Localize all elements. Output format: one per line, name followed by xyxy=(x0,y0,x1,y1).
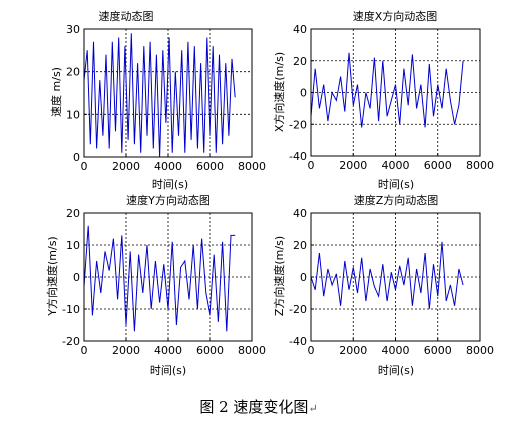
y-axis-label: Z方向速度(m/s) xyxy=(272,236,286,316)
y-tick-label: -20 xyxy=(62,335,80,348)
x-axis-label: 时间(s) xyxy=(152,178,188,191)
grid xyxy=(310,28,481,157)
y-tick-label: -20 xyxy=(289,118,307,131)
series-line xyxy=(83,225,236,332)
x-tick-label: 8000 xyxy=(466,344,494,357)
x-tick-label: 4000 xyxy=(382,159,410,172)
x-tick-labels: 0 2000 4000 6000 8000 xyxy=(81,344,267,357)
y-tick-label: 0 xyxy=(73,271,80,284)
y-tick-label: -10 xyxy=(62,303,80,316)
x-tick-label: 0 xyxy=(308,344,315,357)
x-tick-label: 2000 xyxy=(112,344,140,357)
x-tick-label: 0 xyxy=(308,159,315,172)
subplot-title: 速度Y方向动态图 xyxy=(126,193,210,207)
y-tick-label: -40 xyxy=(289,335,307,348)
x-tick-label: 4000 xyxy=(382,344,410,357)
x-tick-label: 6000 xyxy=(424,344,452,357)
y-tick-labels: 0 10 20 30 xyxy=(66,23,80,164)
x-tick-label: 8000 xyxy=(466,159,494,172)
subplot-title: 速度动态图 xyxy=(99,9,154,23)
y-tick-label: 10 xyxy=(66,108,80,121)
x-tick-label: 8000 xyxy=(238,344,266,357)
x-tick-label: 0 xyxy=(81,160,88,173)
y-tick-label: 0 xyxy=(300,271,307,284)
plot-frame xyxy=(310,28,481,157)
paragraph-mark: ↵ xyxy=(308,402,318,415)
x-tick-label: 6000 xyxy=(196,344,224,357)
y-tick-label: 20 xyxy=(66,207,80,220)
y-tick-labels: -40 -20 0 20 40 xyxy=(289,207,307,348)
y-tick-label: 40 xyxy=(293,207,307,220)
y-tick-label: 20 xyxy=(293,55,307,68)
x-tick-label: 4000 xyxy=(154,344,182,357)
x-tick-label: 6000 xyxy=(196,160,224,173)
y-tick-labels: -40 -20 0 20 40 xyxy=(289,23,307,163)
x-tick-label: 2000 xyxy=(339,344,367,357)
plot-frame xyxy=(83,28,253,158)
plot-frame xyxy=(83,212,253,342)
y-tick-label: 30 xyxy=(66,23,80,36)
x-tick-label: 0 xyxy=(81,344,88,357)
subplot-title: 速度X方向动态图 xyxy=(353,9,438,23)
x-tick-label: 2000 xyxy=(112,160,140,173)
series-line xyxy=(83,33,236,158)
x-tick-label: 8000 xyxy=(238,160,266,173)
y-tick-label: -40 xyxy=(289,150,307,163)
y-tick-label: 40 xyxy=(293,23,307,36)
x-axis-label: 时间(s) xyxy=(378,364,414,377)
x-tick-labels: 0 2000 4000 6000 8000 xyxy=(308,159,495,172)
x-tick-labels: 0 2000 4000 6000 8000 xyxy=(81,160,267,173)
subplot-speed-y: 速度Y方向动态图 0 2000 4000 6000 8000 -20 -10 0 10 20 时… xyxy=(45,193,266,377)
subplot-speed-z: 速度Z方向动态图 0 2000 4000 6000 8000 -40 -20 0 20 40 时… xyxy=(272,193,494,377)
y-axis-label: 速度 m/s) xyxy=(49,67,63,117)
y-tick-labels: -20 -10 0 10 20 xyxy=(62,207,80,348)
series-line xyxy=(310,241,464,310)
subplot-speed-x: 速度X方向动态图 0 2000 4000 6000 8000 -40 -20 0 20 40 时… xyxy=(272,9,494,191)
series-line xyxy=(310,52,464,128)
x-tick-label: 6000 xyxy=(424,159,452,172)
y-axis-label: X方向速度(m/s) xyxy=(272,52,286,132)
y-axis-label: Y方向速度(m/s) xyxy=(45,236,59,316)
caption-text: 图 2 速度变化图 xyxy=(199,398,309,416)
y-tick-label: 0 xyxy=(300,87,307,100)
x-axis-label: 时间(s) xyxy=(378,178,414,191)
x-tick-label: 2000 xyxy=(339,159,367,172)
x-tick-labels: 0 2000 4000 6000 8000 xyxy=(308,344,495,357)
subplot-speed: 速度动态图 0 2000 4000 6000 8000 0 10 20 30 时间(s) 速度… xyxy=(49,9,266,191)
y-tick-label: 10 xyxy=(66,239,80,252)
plot-frame xyxy=(310,212,481,342)
y-tick-label: 0 xyxy=(73,151,80,164)
x-tick-label: 4000 xyxy=(154,160,182,173)
figure-caption: 图 2 速度变化图↵ xyxy=(0,396,517,417)
subplot-title: 速度Z方向动态图 xyxy=(354,193,439,207)
y-tick-label: 20 xyxy=(66,66,80,79)
y-tick-label: -20 xyxy=(289,303,307,316)
y-tick-label: 20 xyxy=(293,239,307,252)
x-axis-label: 时间(s) xyxy=(150,364,186,377)
